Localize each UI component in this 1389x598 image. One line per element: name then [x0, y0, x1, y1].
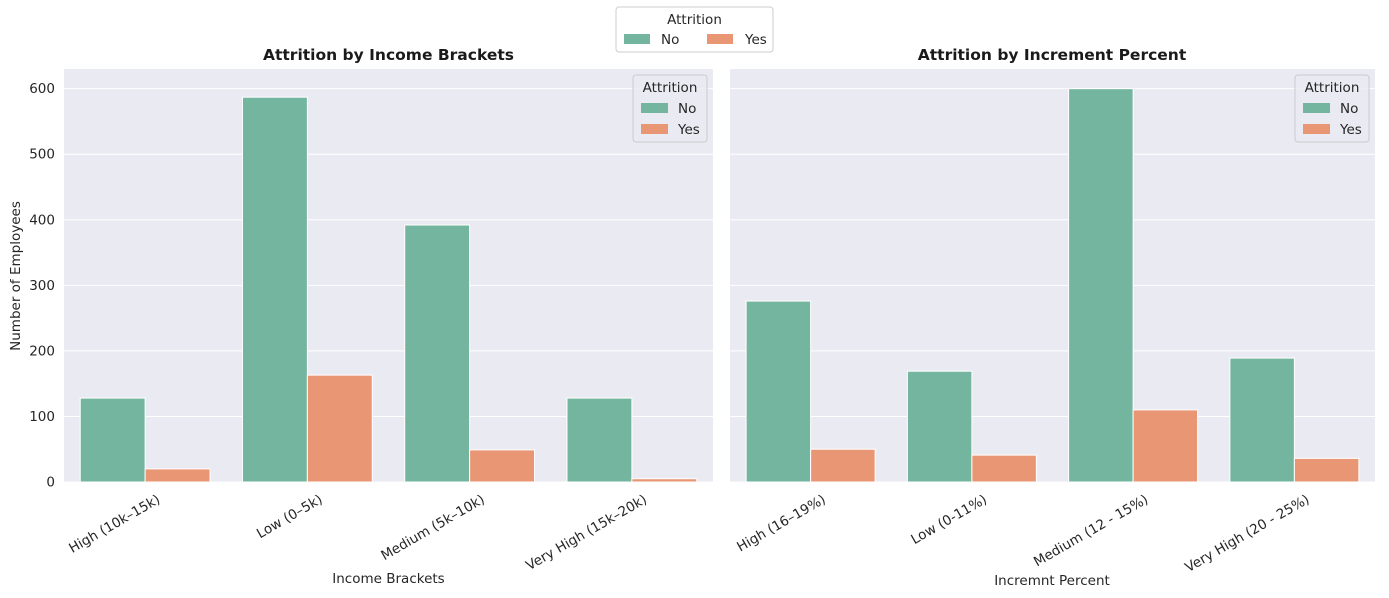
- bar-no: [404, 224, 471, 483]
- bar-yes: [1132, 409, 1199, 483]
- legend-label: No: [1340, 101, 1358, 117]
- bar-no: [1068, 88, 1134, 483]
- bar-no: [241, 96, 308, 483]
- figure-legend-label-yes: Yes: [744, 32, 767, 48]
- y-tick-label: 600: [29, 81, 55, 97]
- legend-title: Attrition: [1305, 80, 1360, 96]
- bar-yes: [1293, 457, 1360, 483]
- bar-yes: [631, 478, 698, 483]
- legend-swatch: [641, 103, 668, 113]
- legend-swatch: [1303, 103, 1330, 113]
- y-tick-label: 100: [29, 409, 55, 425]
- x-tick-label: Low (0-11%): [908, 492, 990, 548]
- bar-yes: [971, 454, 1037, 483]
- x-tick-label: High (16–19%): [734, 492, 828, 556]
- bar-yes: [810, 448, 876, 483]
- y-tick-label: 400: [29, 212, 55, 228]
- chart-increment-percent: Attrition by Increment Percent Incremnt …: [730, 46, 1375, 589]
- bar-no: [745, 300, 812, 483]
- chart-title: Attrition by Increment Percent: [918, 46, 1187, 64]
- y-tick-label: 300: [29, 278, 55, 294]
- x-tick-label: Medium (5k–10k): [378, 492, 487, 564]
- legend-swatch: [1303, 124, 1330, 134]
- bar-no: [1229, 357, 1295, 483]
- figure-legend-frame: [615, 6, 774, 53]
- legend-label: Yes: [677, 122, 700, 138]
- figure-legend-label-no: No: [661, 32, 679, 48]
- x-tick-label: Very High (20 - 25%): [1182, 492, 1312, 576]
- bar-yes: [469, 449, 536, 483]
- legend-label: Yes: [1339, 122, 1362, 138]
- x-axis-label: Income Brackets: [332, 571, 444, 587]
- y-tick-label: 0: [46, 475, 55, 491]
- bar-no: [566, 397, 633, 483]
- y-tick-label: 200: [29, 343, 55, 359]
- y-tick-label: 500: [29, 147, 55, 163]
- y-axis-label: Number of Employees: [8, 201, 24, 351]
- figure-legend: Attrition No Yes: [615, 6, 774, 53]
- x-tick-label: Medium (12 - 15%): [1031, 492, 1151, 571]
- x-tick-label: High (10k–15k): [66, 492, 163, 557]
- chart-income-brackets: Attrition by Income Brackets Income Brac…: [8, 46, 713, 587]
- x-axis-label: Incremnt Percent: [994, 573, 1110, 589]
- x-tick-label: Very High (15k–20k): [523, 492, 650, 574]
- bar-yes: [144, 468, 211, 483]
- bar-no: [79, 397, 146, 483]
- legend-title: Attrition: [643, 80, 698, 96]
- bar-no: [906, 370, 973, 483]
- figure-legend-swatch-no: [624, 34, 650, 44]
- legend: Attrition No Yes: [1294, 74, 1370, 143]
- legend: Attrition No Yes: [632, 74, 708, 143]
- chart-title: Attrition by Income Brackets: [263, 46, 514, 64]
- legend-label: No: [678, 101, 696, 117]
- legend-swatch: [641, 124, 668, 134]
- bar-yes: [306, 374, 373, 483]
- x-tick-label: Low (0–5k): [254, 492, 325, 542]
- figure-legend-swatch-yes: [707, 34, 733, 44]
- figure-legend-title: Attrition: [667, 12, 722, 28]
